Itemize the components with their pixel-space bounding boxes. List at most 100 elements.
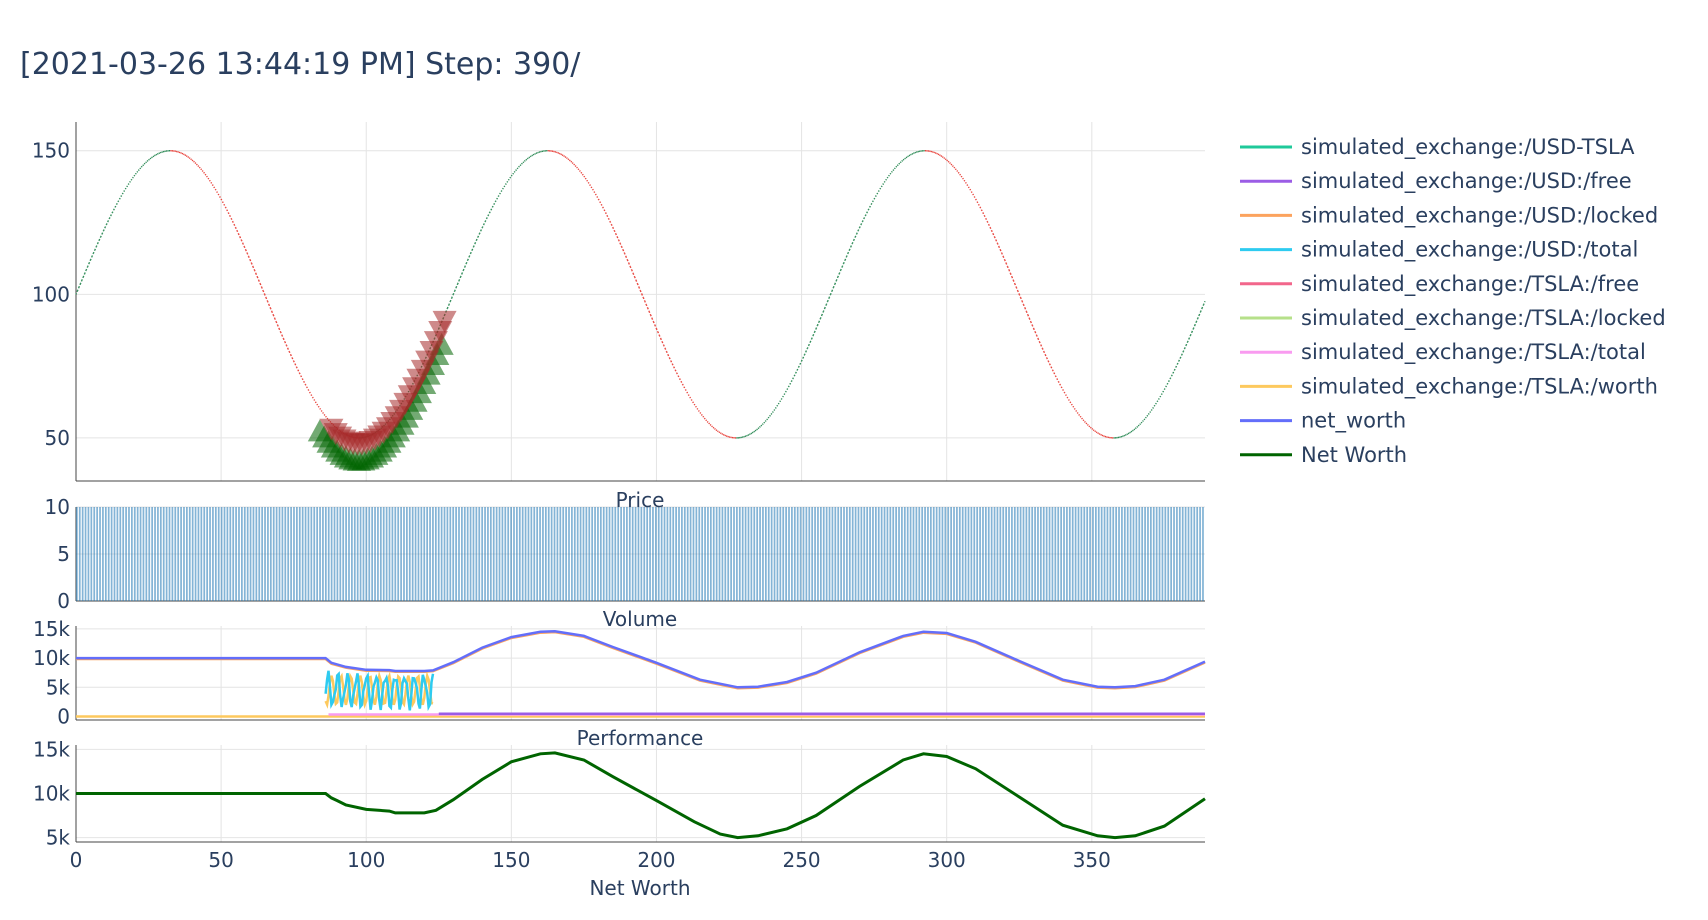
price-segment	[534, 152, 537, 155]
price-segment	[913, 152, 916, 155]
volume-bar	[941, 507, 944, 601]
price-segment	[1144, 415, 1148, 419]
price-segment	[1086, 424, 1090, 427]
legend-item[interactable]: simulated_exchange:/TSLA:/worth	[1240, 374, 1658, 399]
volume-bar	[125, 507, 127, 601]
price-segment	[581, 173, 585, 177]
price-segment	[101, 230, 105, 235]
volume-bar	[1019, 507, 1022, 601]
price-segment	[488, 209, 492, 214]
price-segment	[991, 230, 994, 235]
price-segment	[641, 294, 645, 299]
price-segment	[808, 341, 811, 346]
volume-bar	[814, 507, 816, 601]
volume-bar	[1109, 507, 1112, 601]
price-segment	[703, 417, 707, 421]
legend[interactable]: simulated_exchange:/USD-TSLA simulated_ex…	[1240, 135, 1666, 467]
price-segment	[812, 331, 816, 336]
price-segment	[465, 259, 469, 264]
volume-bar	[822, 507, 825, 601]
volume-bar	[1080, 507, 1083, 601]
price-segment	[714, 428, 717, 431]
volume-bar	[1170, 507, 1172, 601]
price-segment	[522, 160, 525, 164]
price-segment	[129, 179, 132, 183]
volume-bar	[243, 507, 246, 601]
price-segment	[625, 256, 629, 261]
price-segment	[1184, 344, 1187, 349]
price-segment	[114, 204, 118, 208]
price-segment	[753, 430, 756, 433]
price-segment	[1038, 341, 1042, 346]
volume-bar	[1071, 507, 1074, 601]
price-segment	[322, 412, 325, 415]
price-segment	[282, 338, 286, 343]
volume-bar	[345, 507, 347, 601]
price-segment	[898, 162, 901, 165]
volume-bar	[666, 507, 669, 601]
y-tick-label: 5k	[46, 826, 71, 850]
price-segment	[949, 162, 952, 165]
volume-bar	[93, 507, 96, 601]
price-segment	[184, 154, 187, 157]
volume-bar	[510, 507, 512, 601]
price-segment	[1152, 405, 1155, 409]
volume-bar	[249, 507, 252, 601]
legend-item[interactable]: simulated_exchange:/TSLA:/free	[1240, 272, 1639, 297]
price-segment	[816, 321, 820, 326]
volume-bar	[709, 507, 712, 601]
legend-item[interactable]: simulated_exchange:/USD-TSLA	[1240, 135, 1635, 160]
price-segment	[914, 151, 917, 154]
price-segment	[301, 378, 305, 382]
price-segment	[462, 266, 466, 271]
price-segment	[1033, 328, 1036, 333]
volume-bar	[692, 507, 695, 601]
price-segment	[454, 287, 457, 292]
volume-bar	[770, 507, 773, 601]
price-segment	[178, 151, 181, 154]
price-segment	[1129, 431, 1132, 434]
legend-item[interactable]: simulated_exchange:/USD:/total	[1240, 238, 1638, 263]
legend-item[interactable]: simulated_exchange:/USD:/locked	[1240, 203, 1658, 228]
price-segment	[664, 348, 668, 352]
price-segment	[571, 162, 575, 165]
price-segment	[645, 304, 649, 309]
volume-bar	[1129, 507, 1132, 601]
legend-item[interactable]: simulated_exchange:/TSLA:/total	[1240, 340, 1646, 365]
price-segment	[959, 173, 962, 177]
price-segment	[139, 166, 142, 170]
price-segment	[224, 206, 228, 211]
volume-bar	[1178, 507, 1181, 601]
legend-item[interactable]: Net Worth	[1240, 443, 1407, 467]
price-segment	[284, 341, 288, 346]
price-segment	[502, 186, 505, 190]
price-segment	[786, 386, 790, 390]
price-segment	[1082, 419, 1086, 422]
volume-bar	[1103, 507, 1106, 601]
volume-bar	[1138, 507, 1141, 601]
y-tick-label: 10	[45, 495, 70, 519]
volume-bar	[874, 507, 877, 601]
price-segment	[619, 243, 623, 247]
price-segment	[867, 206, 871, 211]
price-segment	[307, 389, 311, 393]
volume-bar	[585, 507, 588, 601]
price-segment	[471, 246, 475, 251]
price-segment	[746, 434, 749, 437]
volume-bar	[793, 507, 796, 601]
volume-bar	[1028, 507, 1031, 601]
legend-item[interactable]: simulated_exchange:/USD:/free	[1240, 169, 1632, 194]
price-segment	[1030, 321, 1033, 326]
price-segment	[1153, 403, 1157, 407]
price-segment	[311, 396, 315, 400]
legend-item[interactable]: simulated_exchange:/TSLA:/locked	[1240, 306, 1666, 331]
price-segment	[95, 243, 99, 247]
price-segment	[1094, 430, 1097, 433]
price-segment	[905, 156, 908, 159]
volume-bar	[1034, 507, 1036, 601]
price-segment	[1126, 433, 1129, 436]
legend-item[interactable]: net_worth	[1240, 409, 1406, 434]
volume-bar	[110, 507, 113, 601]
volume-bar	[229, 507, 232, 601]
volume-bar	[298, 507, 301, 601]
